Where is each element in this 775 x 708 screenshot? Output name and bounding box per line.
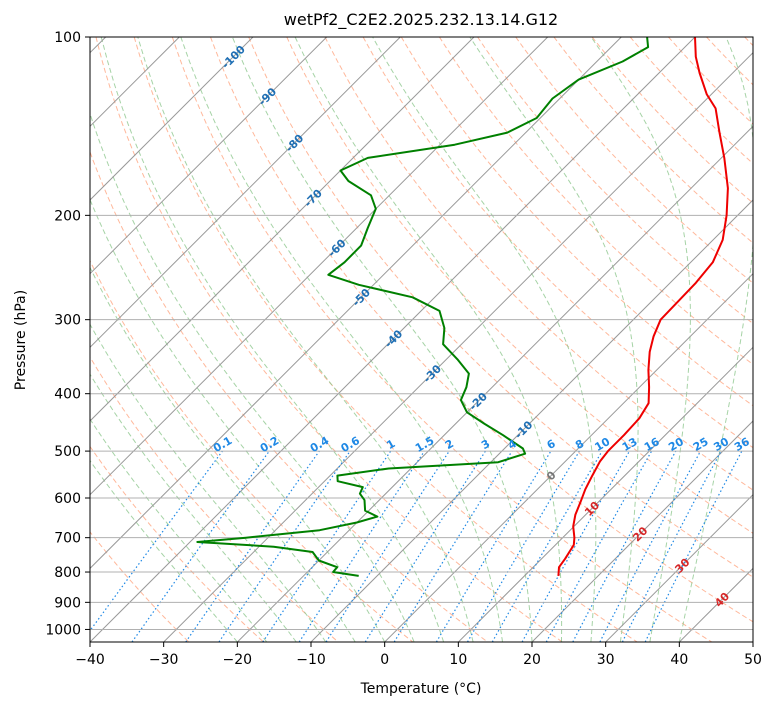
isotherm	[90, 37, 622, 570]
y-tick-label: 600	[54, 491, 81, 507]
x-tick-label: 50	[744, 652, 762, 668]
isotherm	[90, 37, 328, 275]
x-tick-label: 30	[597, 652, 615, 668]
moist-adiabat	[180, 37, 503, 642]
y-tick-label: 700	[54, 531, 81, 547]
isotherm	[162, 51, 753, 642]
isotherm	[90, 37, 696, 642]
moist-adiabat	[590, 37, 691, 642]
moist-adiabat	[372, 37, 597, 642]
mixing-ratio-line	[521, 450, 631, 642]
x-axis: −40 −30 −20 −10 0 10 20 30 40 50	[75, 642, 762, 668]
moist-adiabat	[90, 198, 386, 642]
temperature-line	[557, 37, 729, 576]
y-tick-label: 1000	[45, 622, 81, 638]
y-axis-title: Pressure (hPa)	[13, 290, 29, 390]
moist-adiabat	[90, 266, 356, 642]
x-axis-title: Temperature (°C)	[360, 681, 482, 697]
background-lines	[90, 37, 753, 642]
y-tick-label: 200	[54, 208, 81, 224]
isotherm	[236, 125, 753, 642]
isotherm	[90, 37, 254, 201]
x-tick-label: 20	[523, 652, 541, 668]
moist-adiabat	[90, 418, 268, 642]
x-tick-label: −10	[296, 652, 326, 668]
y-tick-label: 100	[54, 30, 81, 46]
y-tick-label: 500	[54, 444, 81, 460]
x-tick-label: −30	[149, 652, 179, 668]
mixing-ratio-line	[218, 450, 351, 642]
plot-frame	[89, 36, 754, 643]
dry-adiabat	[171, 37, 713, 642]
x-tick-label: 10	[449, 652, 467, 668]
mixing-ratio-line	[185, 450, 320, 642]
mixing-ratio-line	[298, 450, 425, 642]
y-tick-label: 400	[54, 387, 81, 403]
dry-adiabat	[90, 531, 190, 642]
dry-adiabat	[438, 37, 753, 366]
moist-adiabat	[231, 37, 533, 642]
dry-adiabat	[400, 37, 753, 407]
isotherm	[457, 346, 753, 642]
y-tick-label: 300	[54, 313, 81, 329]
dry-adiabat	[210, 37, 753, 623]
dry-adiabat	[90, 150, 489, 642]
x-tick-label: 0	[380, 652, 389, 668]
x-tick-label: 40	[670, 652, 688, 668]
isotherm	[531, 420, 753, 642]
moist-adiabat	[469, 37, 639, 642]
mixing-ratio-line	[325, 450, 450, 642]
dry-adiabat	[133, 37, 639, 642]
dry-adiabat	[515, 37, 753, 284]
dry-adiabat	[362, 37, 753, 449]
mixing-ratio-line	[572, 450, 677, 642]
moist-adiabat	[678, 37, 753, 642]
isotherm	[90, 37, 475, 422]
y-axis: 100 200 300 400 500 600 700 800 900 1000	[45, 30, 90, 638]
isotherm	[383, 272, 753, 642]
y-tick-label: 800	[54, 565, 81, 581]
moist-adiabat	[90, 373, 297, 642]
mixing-ratio-line	[545, 450, 653, 642]
isotherm	[310, 199, 753, 642]
profiles	[196, 37, 729, 577]
mixing-ratio-line	[644, 450, 743, 642]
moist-adiabat	[90, 459, 238, 642]
dry-adiabat	[591, 37, 753, 204]
mixing-ratio-line	[393, 450, 513, 642]
isotherm	[604, 493, 753, 642]
chart-title: wetPf2_C2E2.2025.232.13.14.G12	[284, 10, 558, 30]
y-tick-label: 900	[54, 595, 81, 611]
dry-adiabat	[477, 37, 753, 325]
dewpoint-line	[196, 37, 650, 577]
moist-adiabat	[294, 37, 563, 642]
x-tick-label: −20	[223, 652, 253, 668]
dry-adiabat	[286, 37, 753, 534]
isotherm	[90, 37, 549, 496]
isotherm	[90, 37, 401, 349]
mixing-ratio-line	[90, 450, 223, 632]
x-tick-label: −40	[75, 652, 105, 668]
mixing-ratio-line	[131, 450, 270, 642]
dry-adiabat	[95, 37, 564, 642]
moist-adiabat	[90, 323, 327, 642]
moist-adiabat	[137, 37, 474, 642]
dry-adiabat	[90, 356, 340, 642]
pressure-grid	[90, 37, 753, 630]
